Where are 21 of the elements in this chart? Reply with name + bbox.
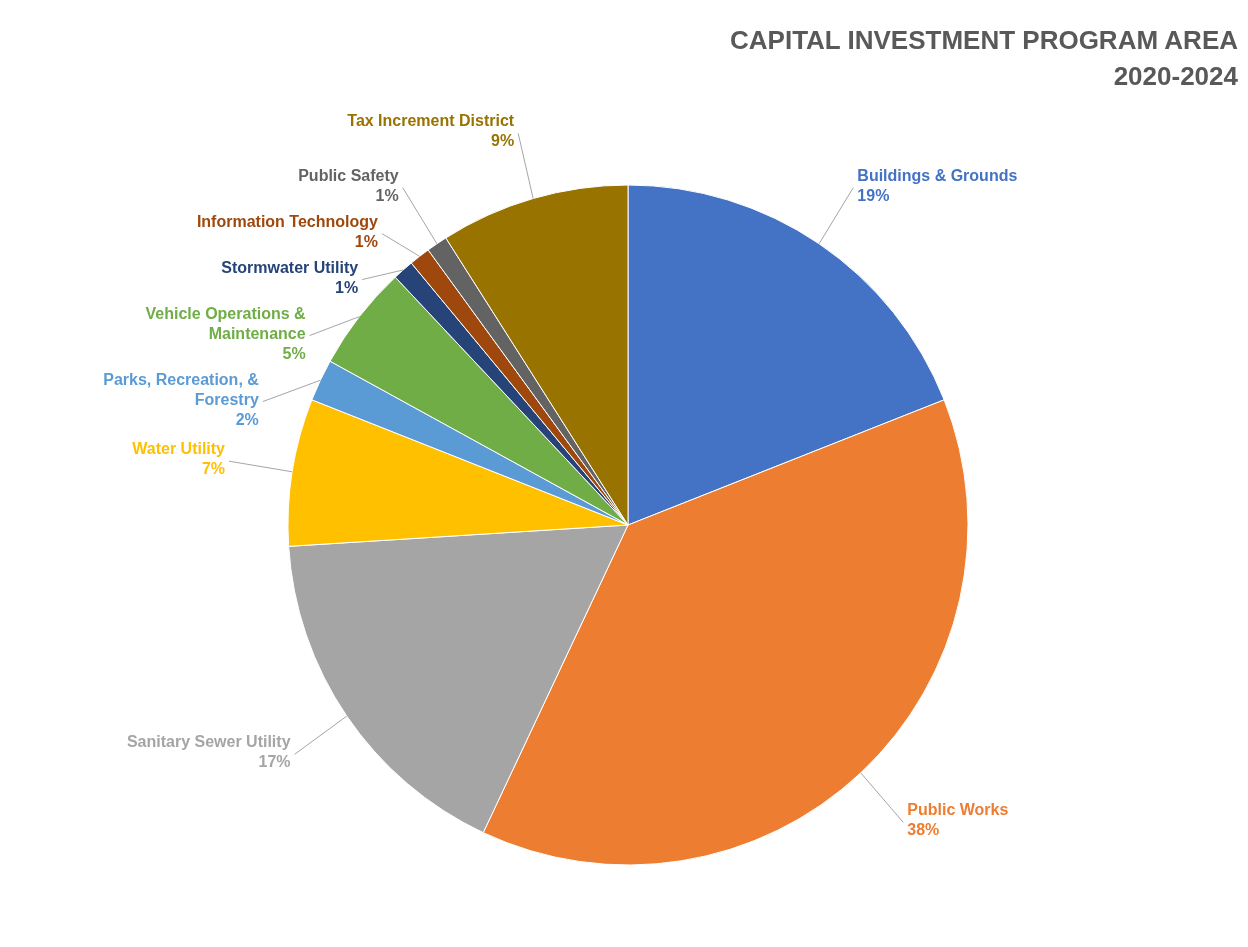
data-label: 19% [857, 186, 890, 204]
data-label: 1% [375, 186, 399, 204]
data-label: 5% [282, 344, 306, 362]
slice-label: Information Technology [196, 212, 379, 230]
slice-label: Tax Increment District [347, 112, 515, 130]
slice-label: Public Works [907, 801, 1009, 819]
data-label: 2% [235, 410, 259, 428]
slice-label: Parks, Recreation, & Forestry [103, 370, 260, 408]
slice-label: Vehicle Operations & Maintenance [145, 304, 307, 342]
data-label: 1% [354, 232, 378, 250]
slice-label: Buildings & Grounds [857, 166, 1018, 184]
data-label: 1% [335, 278, 359, 296]
slice-label: Water Utility [132, 440, 226, 458]
data-label: 38% [907, 821, 940, 839]
data-label: 17% [258, 753, 291, 771]
data-label: 9% [491, 132, 515, 150]
slice-label: Stormwater Utility [221, 258, 359, 276]
chart-title: CAPITAL INVESTMENT PROGRAM AREA 2020-2024 [730, 25, 1239, 91]
slice-label: Public Safety [298, 166, 399, 184]
data-label: 7% [201, 460, 226, 478]
slice-label: Sanitary Sewer Utility [126, 733, 291, 751]
